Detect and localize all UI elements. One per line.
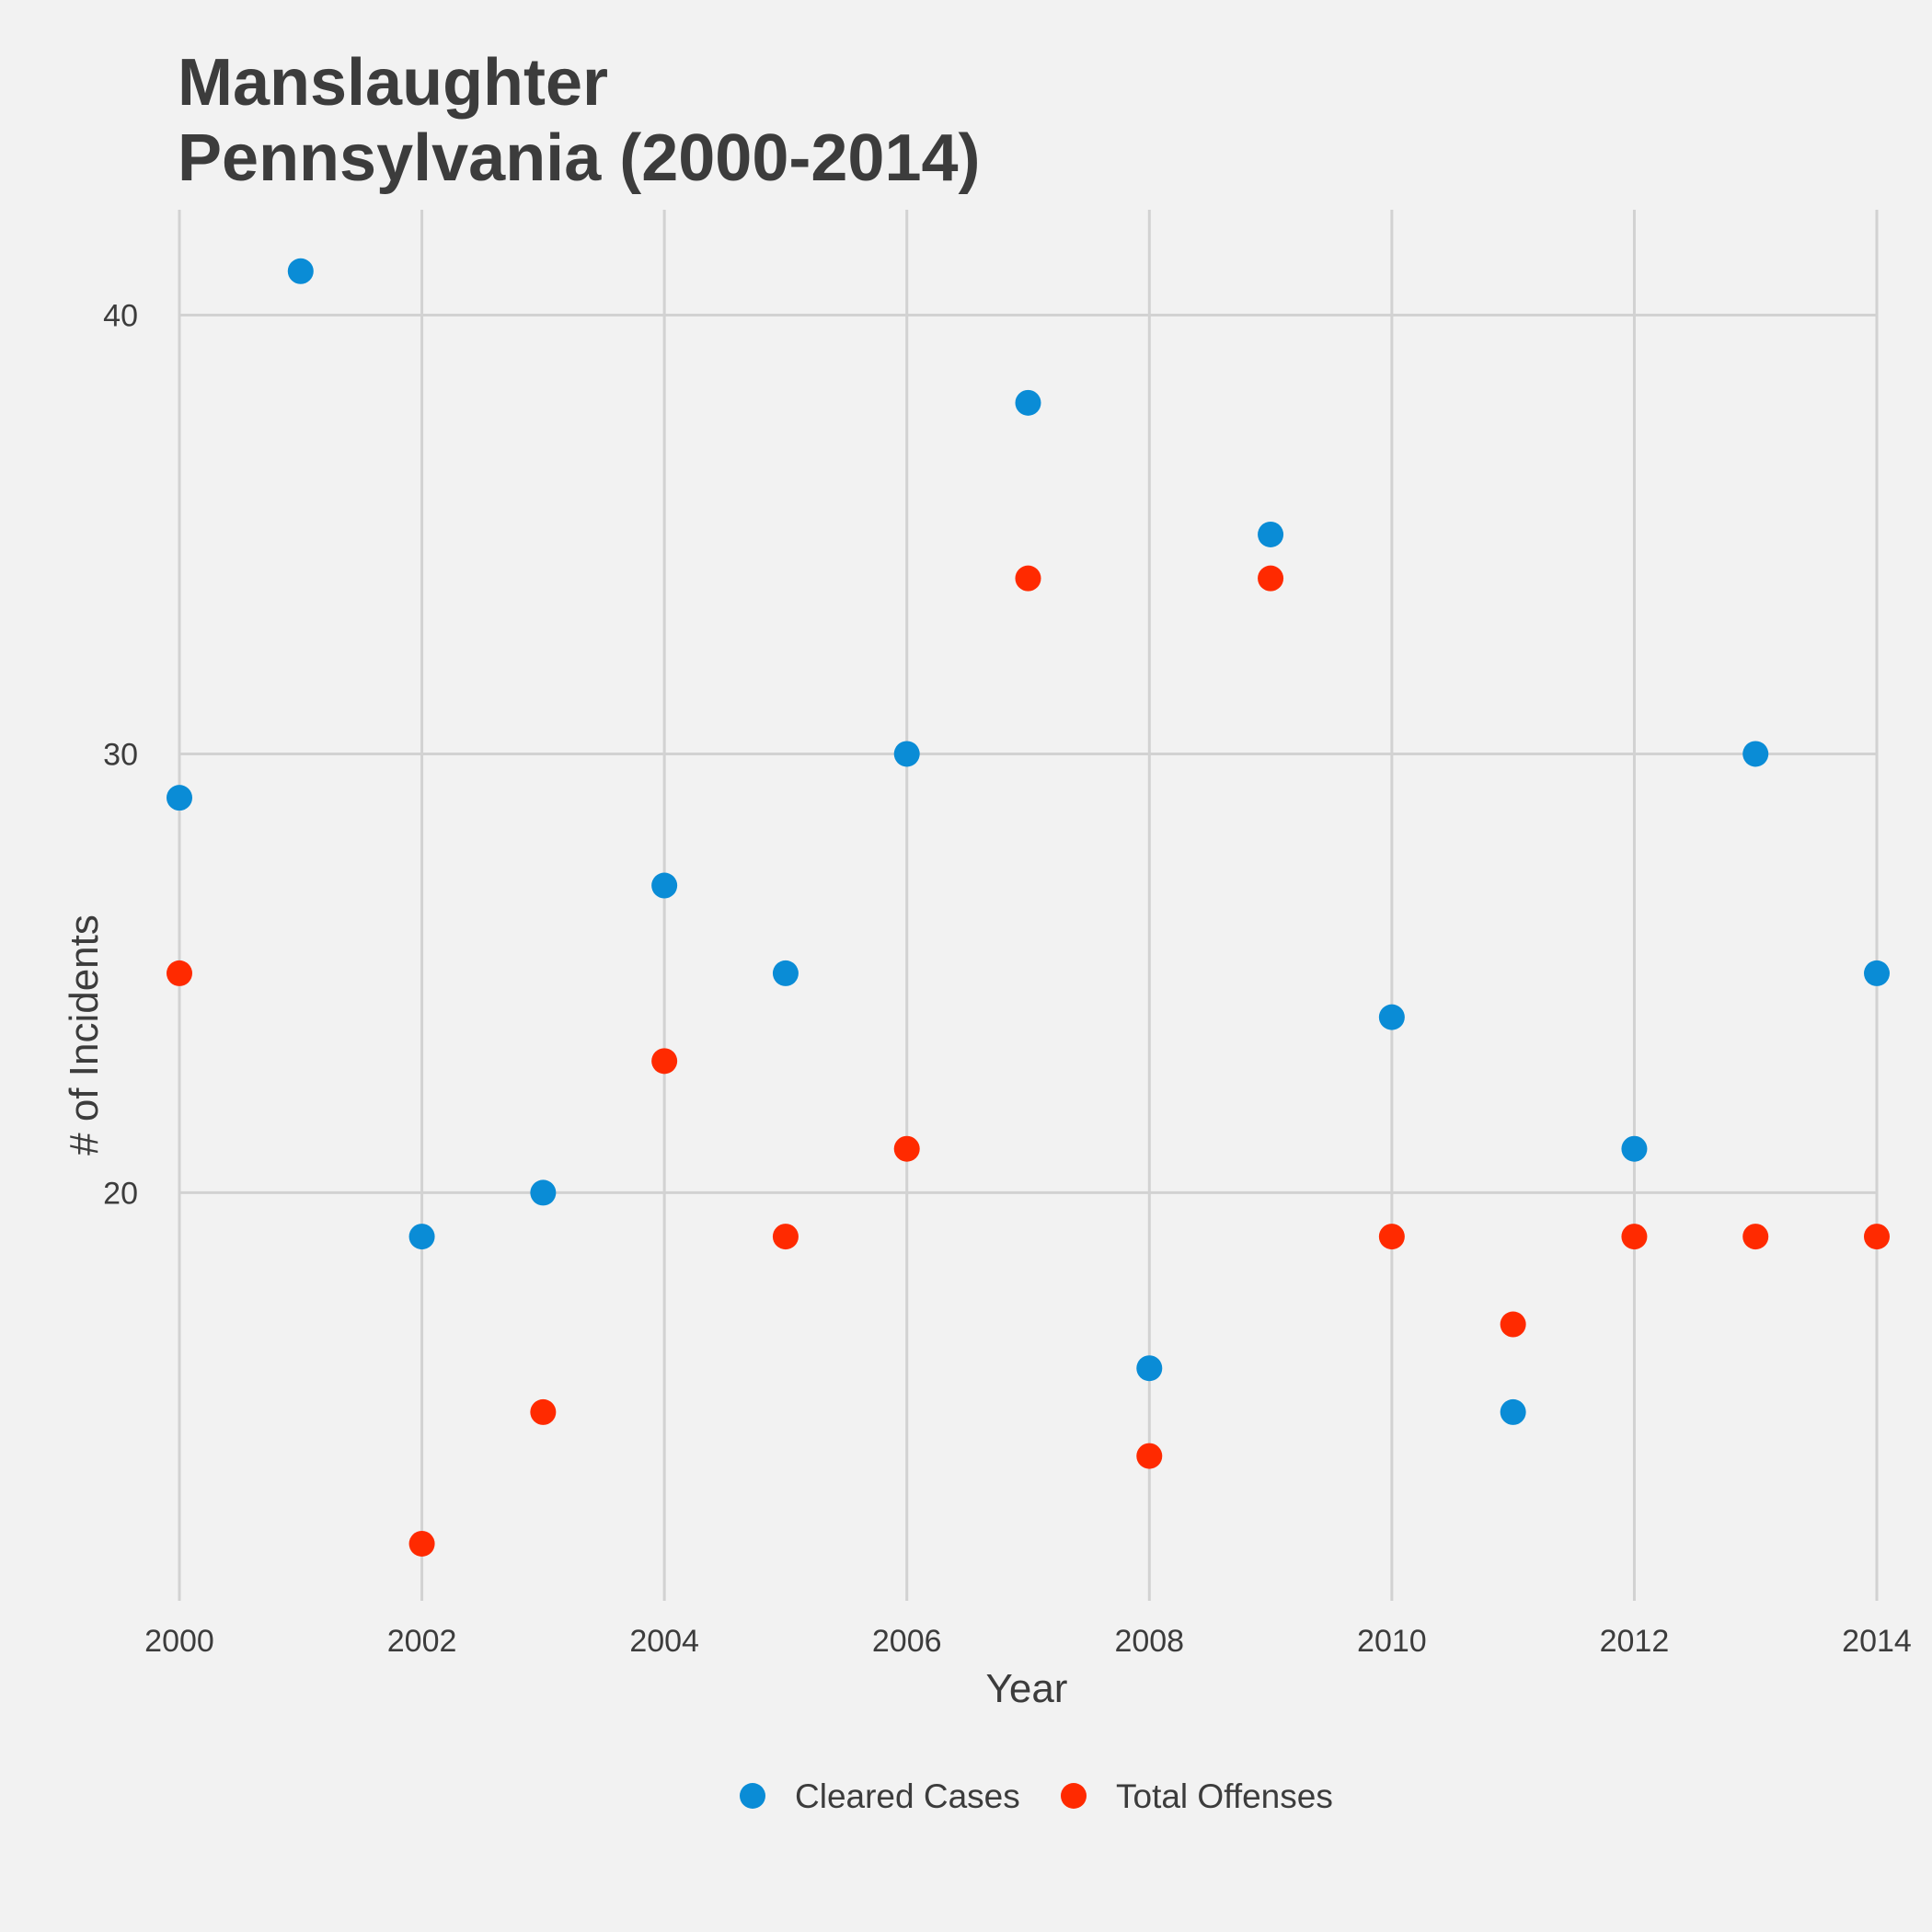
legend-key-total-offenses xyxy=(1061,1783,1087,1809)
point-cleared-cases-2007 xyxy=(1015,389,1041,416)
x-tick-label-2004: 2004 xyxy=(629,1624,699,1659)
y-tick-label-40: 40 xyxy=(103,298,138,333)
point-cleared-cases-2011 xyxy=(1500,1398,1526,1425)
point-total-offenses-2004 xyxy=(651,1048,678,1075)
x-tick-label-2002: 2002 xyxy=(387,1624,457,1659)
x-tick-label-2010: 2010 xyxy=(1357,1624,1427,1659)
point-total-offenses-2000 xyxy=(167,960,192,986)
point-total-offenses-2006 xyxy=(893,1135,920,1162)
point-cleared-cases-2004 xyxy=(651,872,678,899)
point-total-offenses-2014 xyxy=(1864,1224,1890,1250)
legend-label-total-offenses: Total Offenses xyxy=(1116,1777,1333,1815)
chart-title: Manslaughter xyxy=(178,46,608,120)
horizontal-gridlines xyxy=(179,313,1877,1194)
vertical-gridlines xyxy=(178,210,1879,1601)
point-cleared-cases-2006 xyxy=(893,741,920,767)
x-tick-label-2006: 2006 xyxy=(872,1624,942,1659)
y-tick-label-30: 30 xyxy=(103,737,138,772)
chart-subtitle: Pennsylvania (2000-2014) xyxy=(178,121,981,195)
point-cleared-cases-2014 xyxy=(1864,960,1890,986)
legend-key-cleared-cases xyxy=(740,1783,765,1809)
point-total-offenses-2005 xyxy=(772,1224,799,1250)
y-axis-tick-labels: 20 30 40 xyxy=(103,298,138,1211)
y-axis-title: # of Incidents xyxy=(62,914,107,1156)
legend: Cleared Cases Total Offenses xyxy=(740,1777,1333,1815)
point-cleared-cases-2009 xyxy=(1258,521,1284,547)
point-cleared-cases-2013 xyxy=(1742,741,1769,767)
x-tick-label-2008: 2008 xyxy=(1114,1624,1184,1659)
point-cleared-cases-2012 xyxy=(1621,1135,1648,1162)
x-tick-label-2000: 2000 xyxy=(144,1624,214,1659)
x-tick-label-2012: 2012 xyxy=(1600,1624,1670,1659)
point-total-offenses-2011 xyxy=(1500,1311,1526,1338)
point-cleared-cases-2005 xyxy=(772,960,799,986)
point-cleared-cases-2000 xyxy=(167,785,192,811)
point-total-offenses-2013 xyxy=(1742,1224,1769,1250)
point-total-offenses-2008 xyxy=(1136,1443,1163,1469)
x-axis-title: Year xyxy=(986,1666,1068,1711)
point-cleared-cases-2010 xyxy=(1378,1004,1405,1030)
x-axis-tick-labels: 2000 2002 2004 2006 2008 2010 2012 2014 xyxy=(144,1624,1912,1659)
legend-label-cleared-cases: Cleared Cases xyxy=(795,1777,1020,1815)
point-total-offenses-2002 xyxy=(408,1530,435,1557)
x-tick-label-2014: 2014 xyxy=(1842,1624,1912,1659)
point-cleared-cases-2008 xyxy=(1136,1355,1163,1382)
data-points xyxy=(167,258,1890,1557)
y-tick-label-20: 20 xyxy=(103,1176,138,1211)
point-cleared-cases-2003 xyxy=(530,1179,557,1206)
point-cleared-cases-2001 xyxy=(287,258,314,284)
point-total-offenses-2010 xyxy=(1378,1224,1405,1250)
point-cleared-cases-2002 xyxy=(408,1224,435,1250)
point-total-offenses-2007 xyxy=(1015,565,1041,592)
point-total-offenses-2012 xyxy=(1621,1224,1648,1250)
point-total-offenses-2003 xyxy=(530,1398,557,1425)
point-total-offenses-2009 xyxy=(1258,565,1284,592)
